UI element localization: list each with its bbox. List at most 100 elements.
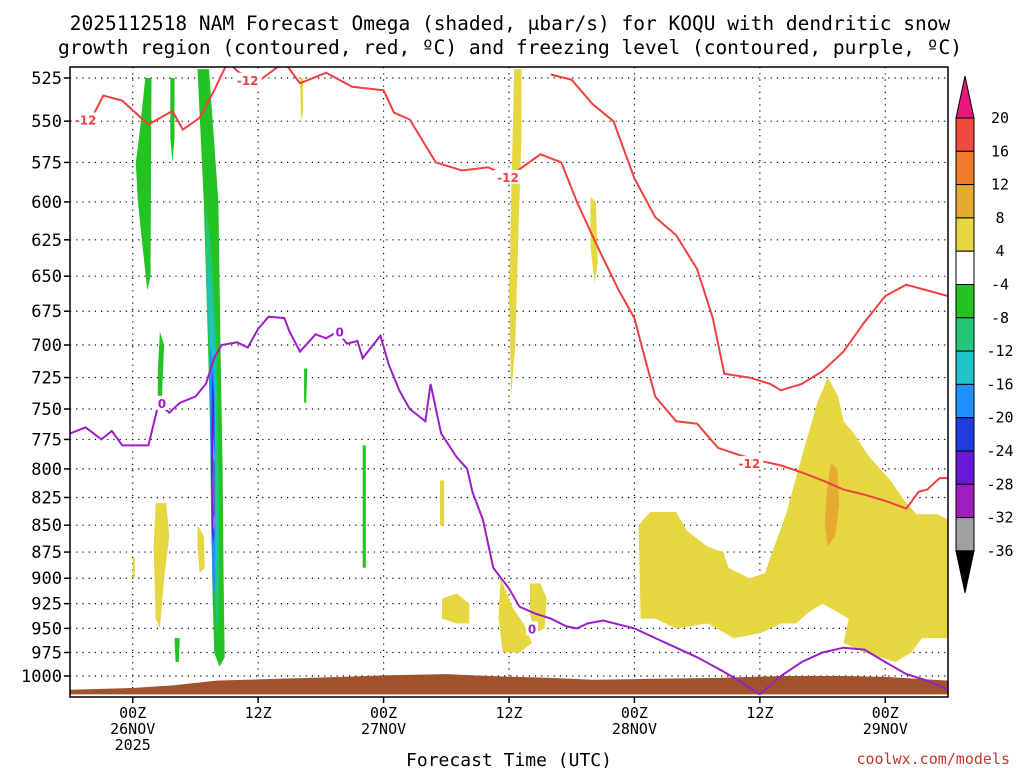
contour-line-3 (759, 646, 948, 696)
y-tick-label: 875 (31, 543, 62, 563)
omega-region-1 (170, 78, 175, 163)
colorbar-swatch (955, 284, 975, 319)
y-tick-label: 925 (31, 595, 62, 615)
contour-label-bg (233, 72, 262, 87)
omega-region-17 (300, 78, 304, 122)
omega-region-25 (638, 377, 948, 662)
contour-label: 0 (158, 397, 166, 411)
contour-label-bg (333, 324, 346, 339)
chart-title-line1: 2025112518 NAM Forecast Omega (shaded, μ… (70, 12, 951, 35)
omega-region-14 (213, 457, 215, 520)
contour-label-bg (525, 621, 538, 636)
omega-region-4 (304, 368, 308, 403)
omega-region-5 (362, 445, 366, 568)
colorbar-swatch (955, 250, 975, 285)
y-tick-label: 600 (31, 193, 62, 213)
colorbar-swatch (955, 483, 975, 519)
contour-label-bg (735, 456, 764, 471)
colorbar-label: -8 (991, 309, 1009, 327)
ground-shading (70, 674, 948, 695)
colorbar-label: -36 (986, 542, 1013, 560)
omega-region-24 (529, 583, 547, 634)
contour-label: 0 (335, 326, 343, 340)
omega-region-3 (157, 331, 165, 409)
colorbar-swatch (955, 184, 975, 219)
omega-region-26 (824, 463, 840, 547)
y-tick-label: 650 (31, 267, 62, 287)
contour-label: -12 (497, 171, 519, 185)
contour-label: 0 (528, 622, 536, 636)
colorbar-label: 4 (995, 242, 1004, 260)
x-tick-label: 12Z (245, 704, 272, 722)
colorbar-swatch (955, 383, 975, 419)
x-axis-label: Forecast Time (UTC) (406, 750, 612, 768)
colorbar-label: -24 (986, 442, 1013, 460)
contour-line-2 (70, 315, 761, 696)
colorbar-label: -16 (986, 375, 1013, 393)
x-tick-label: 00Z (119, 704, 146, 722)
colorbar-swatch (955, 450, 975, 485)
omega-region-23 (498, 578, 532, 653)
omega-region-6 (174, 638, 180, 662)
y-tick-label: 975 (31, 644, 62, 664)
x-tick-label: 12Z (495, 704, 522, 722)
contours: -12 -12 -12 -12 0 0 0 (70, 67, 948, 696)
contour-label: -12 (739, 457, 761, 471)
y-tick-label: 800 (31, 460, 62, 480)
colorbar-label: 16 (991, 142, 1009, 160)
omega-region-20 (197, 525, 205, 573)
y-tick-label: 775 (31, 430, 62, 450)
contour-label-bg (71, 112, 100, 127)
colorbar-swatch (955, 317, 975, 352)
colorbar-label: -32 (986, 509, 1013, 527)
colorbar-label: -12 (986, 342, 1013, 360)
y-tick-label: 700 (31, 336, 62, 356)
colorbar-bottom-arrow (955, 550, 975, 594)
contour-line-1 (550, 73, 948, 392)
omega-region-22 (442, 593, 470, 624)
colorbar-swatch (955, 350, 975, 385)
y-tick-label: 850 (31, 516, 62, 536)
x-tick-label: 26NOV (110, 720, 155, 738)
x-tick-label: 00Z (621, 704, 648, 722)
colorbar-label: -28 (986, 475, 1013, 493)
x-tick-label: 00Z (872, 704, 899, 722)
omega-region-21 (440, 480, 445, 526)
omega-region-15 (509, 69, 522, 397)
x-tick-label: 2025 (115, 736, 151, 754)
x-tick-label: 29NOV (863, 720, 908, 738)
colorbar-swatch (955, 417, 975, 452)
x-tick-label: 12Z (746, 704, 773, 722)
omega-region-18 (153, 503, 170, 629)
x-tick-label: 00Z (370, 704, 397, 722)
credit-text[interactable]: coolwx.com/models (856, 750, 1010, 768)
y-tick-label: 525 (31, 69, 62, 89)
colorbar-label: 12 (991, 176, 1009, 194)
colorbar: 20 16 12 8 4 -4 -8 -12 -16 -20 -24 -28 -32 -36 (955, 75, 1014, 594)
y-tick-label: 675 (31, 302, 62, 322)
contour-label-bg (155, 395, 168, 410)
y-tick-label: 825 (31, 488, 62, 508)
colorbar-label: -20 (986, 409, 1013, 427)
contour-label: -12 (237, 74, 259, 88)
axes: 525 550 575 600 625 650 675 700 725 750 775 800 825 8… (21, 66, 949, 754)
omega-shading (70, 69, 948, 695)
contour-line-0 (70, 67, 948, 510)
colorbar-top-arrow (955, 75, 975, 119)
y-tick-label: 625 (31, 231, 62, 251)
colorbar-label: -4 (991, 276, 1009, 294)
y-tick-label: 900 (31, 569, 62, 589)
contour-label: -12 (75, 113, 97, 127)
y-tick-label: 750 (31, 400, 62, 420)
y-tick-label: 1000 (21, 667, 62, 687)
x-tick-label: 28NOV (612, 720, 657, 738)
omega-region-0 (135, 78, 152, 291)
contour-label-bg (493, 169, 522, 184)
y-tick-label: 950 (31, 619, 62, 639)
colorbar-swatch (955, 517, 975, 552)
y-tick-label: 575 (31, 153, 62, 173)
colorbar-swatch (955, 117, 975, 152)
x-tick-label: 27NOV (361, 720, 406, 738)
omega-region-19 (132, 557, 135, 579)
